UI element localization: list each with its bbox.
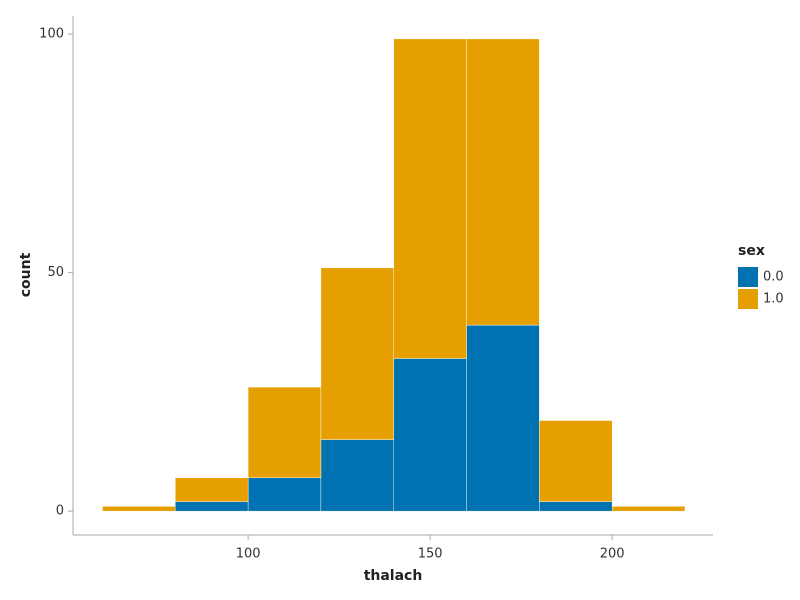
legend-label: 0.0 [763, 270, 784, 285]
bar [611, 506, 686, 512]
y-axis-title: count [18, 252, 34, 297]
x-axis-title: thalach [364, 568, 423, 584]
bar [320, 267, 394, 440]
bar [393, 38, 467, 359]
bar [102, 506, 176, 512]
legend-title: sex [738, 243, 765, 259]
bar [539, 501, 613, 512]
y-tick-label: 50 [47, 265, 64, 280]
x-tick-label: 100 [236, 547, 261, 562]
x-tick-label: 150 [418, 547, 443, 562]
legend-label: 1.0 [763, 292, 784, 307]
legend-swatch [738, 289, 758, 309]
y-tick-label: 0 [56, 504, 64, 519]
bar [175, 501, 249, 512]
bar [393, 358, 467, 512]
x-tick-label: 200 [600, 547, 625, 562]
bar [320, 439, 394, 512]
legend-swatch [738, 267, 758, 287]
bar [466, 38, 540, 326]
bar [247, 386, 322, 478]
bar [466, 324, 540, 512]
bar [175, 477, 249, 502]
bar [247, 477, 322, 512]
y-tick-label: 100 [39, 27, 64, 42]
bar [539, 420, 613, 502]
